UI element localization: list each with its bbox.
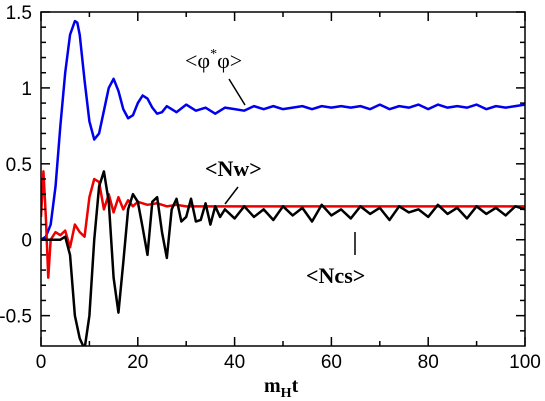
series-line-ncs (41, 170, 525, 346)
y-tick-label: 0.5 (6, 155, 32, 176)
annotation-ncs: <Ncs> (306, 263, 365, 288)
x-tick-label: 40 (224, 352, 245, 373)
y-tick-label: -0.5 (0, 307, 32, 328)
series-line-nw (41, 170, 525, 279)
x-axis-title: mHt (264, 375, 299, 401)
annotation-nw: <Nw> (205, 156, 262, 181)
plot-frame (40, 11, 526, 347)
y-tick-label: 0 (21, 231, 32, 252)
series-line-phi (41, 19, 525, 241)
x-tick-label: 60 (321, 352, 342, 373)
x-tick-label: 80 (418, 352, 439, 373)
y-tick-label: 1 (21, 79, 32, 100)
nw-pointer-line (224, 186, 239, 205)
x-tick-label: 0 (36, 352, 47, 373)
annotation-phi: <φ*φ> (185, 47, 242, 73)
phi-pointer-line (228, 78, 246, 106)
x-tick-label: 20 (127, 352, 148, 373)
y-tick-label: 1.5 (6, 3, 32, 24)
x-tick-label: 100 (509, 352, 541, 373)
